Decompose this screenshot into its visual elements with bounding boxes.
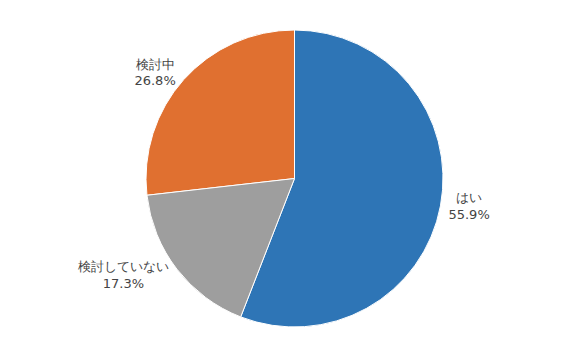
svg-text:検討中26.8%: 検討中26.8% <box>134 57 175 89</box>
svg-text:はい55.9%: はい55.9% <box>448 190 489 222</box>
svg-text:検討していない17.3%: 検討していない17.3% <box>78 259 169 291</box>
